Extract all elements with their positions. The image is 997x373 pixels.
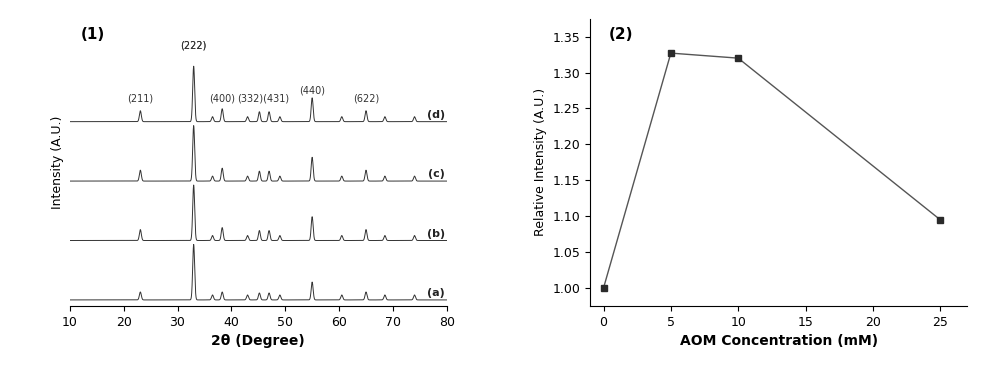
Text: (222): (222) — [180, 40, 206, 50]
Y-axis label: Intensity (A.U.): Intensity (A.U.) — [51, 116, 64, 209]
Text: (a): (a) — [428, 288, 446, 298]
X-axis label: AOM Concentration (mM): AOM Concentration (mM) — [680, 334, 877, 348]
Text: (440): (440) — [299, 86, 325, 96]
Text: (622): (622) — [353, 94, 379, 104]
Text: (400): (400) — [209, 94, 235, 104]
Y-axis label: Relative Intensity (A.U.): Relative Intensity (A.U.) — [534, 88, 547, 236]
X-axis label: 2θ (Degree): 2θ (Degree) — [211, 334, 305, 348]
Text: (222): (222) — [180, 40, 206, 50]
Text: (332)(431): (332)(431) — [237, 94, 290, 104]
Text: (211): (211) — [128, 94, 154, 104]
Text: (b): (b) — [427, 229, 446, 238]
Text: (2): (2) — [609, 27, 633, 42]
Text: (c): (c) — [429, 169, 446, 179]
Text: (1): (1) — [81, 27, 106, 42]
Text: (d): (d) — [427, 110, 446, 120]
